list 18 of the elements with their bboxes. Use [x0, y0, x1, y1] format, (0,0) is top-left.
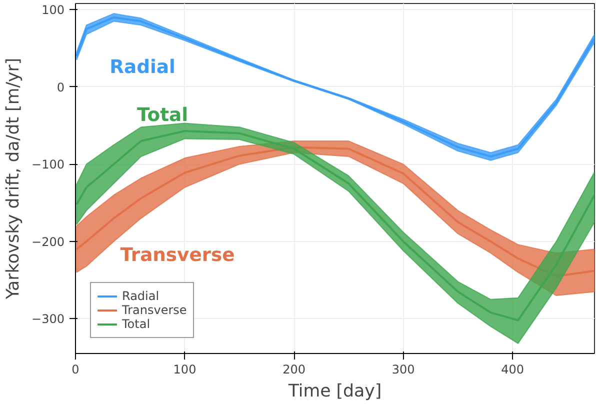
x-tick-label: 0 [72, 362, 80, 376]
x-axis-title: Time [day] [287, 382, 382, 402]
y-axis-title: Yarkovsky drift, da/dt [m/yr] [4, 58, 24, 300]
x-tick-label: 200 [282, 362, 306, 376]
x-tick-label: 400 [501, 362, 524, 376]
legend-label: Transverse [122, 303, 187, 317]
y-tick-label: −300 [32, 312, 65, 326]
x-tick-label: 300 [392, 362, 415, 376]
y-tick-label: 100 [42, 3, 64, 18]
annotation: Radial [110, 57, 176, 78]
legend-label: Radial [122, 289, 160, 303]
legend-label: Total [122, 317, 150, 331]
y-tick-label: −100 [32, 158, 65, 172]
annotation: Total [137, 105, 188, 126]
y-tick-label: 0 [56, 80, 65, 94]
y-tick-label: −200 [32, 234, 65, 249]
x-tick-label: 100 [173, 362, 196, 376]
annotation: Transverse [120, 245, 235, 266]
